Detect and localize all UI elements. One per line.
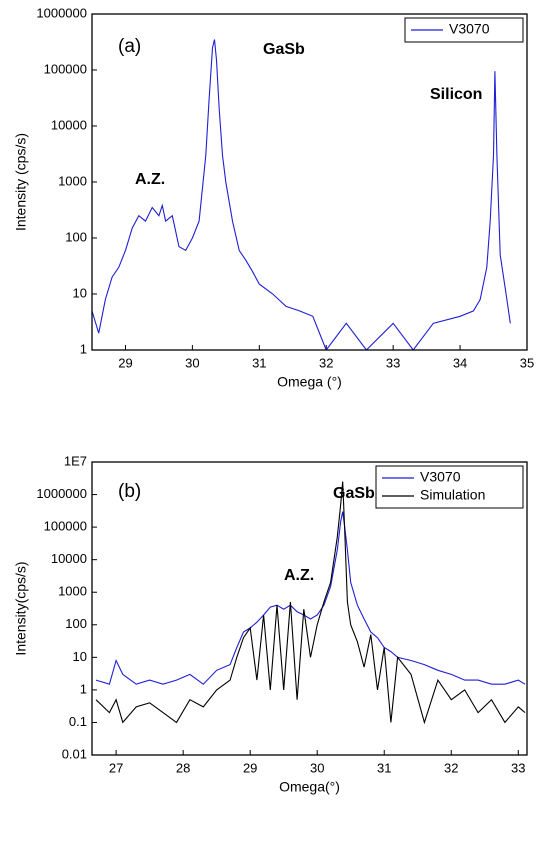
y-tick-label: 10000 (51, 551, 87, 566)
x-tick-label: 35 (520, 355, 534, 370)
y-axis-label: Intensity(cps/s) (13, 561, 29, 655)
y-tick-label: 0.1 (69, 714, 87, 729)
y-tick-label: 100000 (44, 519, 87, 534)
y-tick-label: 1 (80, 681, 87, 696)
data-line (92, 39, 511, 350)
y-axis-label: Intensity (cps/s) (13, 133, 29, 231)
y-tick-label: 1000000 (36, 486, 87, 501)
y-tick-label: 100000 (44, 61, 87, 76)
annotation: GaSb (263, 41, 305, 58)
legend-box (404, 17, 524, 43)
x-tick-label: 31 (252, 355, 266, 370)
chart-panel: 1 10 100 1000 10000 100000 1000000 29 30 31 32 33 34… (13, 5, 535, 389)
data-line (95, 481, 526, 725)
x-tick-label: 30 (185, 355, 199, 370)
x-axis-label: Omega(°) (279, 779, 340, 795)
x-axis-label: Omega (°) (277, 374, 342, 390)
legend-box (375, 465, 524, 509)
legend-label: V3070 (420, 469, 461, 485)
x-tick-label: 33 (511, 760, 525, 775)
y-tick-label: 1 (80, 341, 87, 356)
annotation: (a) (118, 36, 141, 57)
x-tick-label: 33 (386, 355, 400, 370)
y-tick-label: 10000 (51, 117, 87, 132)
x-tick-label: 30 (310, 760, 324, 775)
plot-frame (91, 13, 528, 351)
data-line (95, 511, 526, 685)
x-tick-label: 31 (377, 760, 391, 775)
x-tick-label: 32 (319, 355, 333, 370)
plot-frame (91, 461, 528, 756)
y-tick-label: 1000 (58, 584, 87, 599)
x-tick-label: 27 (109, 760, 123, 775)
x-tick-label: 28 (176, 760, 190, 775)
y-tick-label: 1E7 (64, 453, 87, 468)
x-tick-label: 29 (243, 760, 257, 775)
y-tick-label: 100 (65, 616, 87, 631)
annotation: A.Z. (135, 171, 165, 188)
y-tick-label: 0.01 (62, 746, 87, 761)
annotation: A.Z. (284, 567, 314, 584)
y-tick-label: 1000 (58, 173, 87, 188)
x-tick-label: 34 (453, 355, 467, 370)
legend-label: V3070 (449, 21, 490, 37)
y-tick-label: 10 (73, 649, 87, 664)
x-tick-label: 29 (118, 355, 132, 370)
legend-label: Simulation (420, 487, 485, 503)
y-tick-label: 1000000 (36, 5, 87, 20)
y-tick-label: 10 (73, 285, 87, 300)
x-tick-label: 32 (444, 760, 458, 775)
annotation: GaSb (333, 485, 375, 502)
y-tick-label: 100 (65, 229, 87, 244)
chart-panel: 0.01 0.1 1 10 100 1000 10000 100000 1000000 1E7 27… (13, 453, 528, 795)
annotation: (b) (118, 481, 141, 502)
annotation: Silicon (430, 86, 482, 103)
